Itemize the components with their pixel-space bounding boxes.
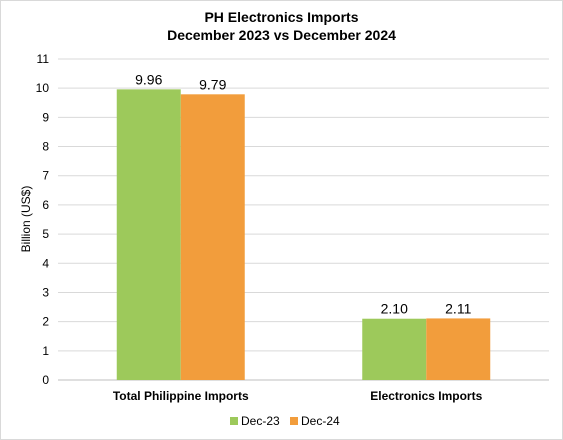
bars — [116, 89, 491, 380]
x-category-labels: Total Philippine Imports Electronics Impo… — [113, 389, 483, 403]
legend-swatch-dec-24 — [290, 417, 298, 425]
y-tick-label: 0 — [42, 373, 49, 387]
legend-label: Dec-23 — [241, 414, 280, 428]
bar-dec-23-1 — [362, 318, 427, 380]
y-tick-label: 3 — [42, 285, 49, 299]
x-category-label: Total Philippine Imports — [113, 389, 249, 403]
y-tick-label: 6 — [42, 198, 49, 212]
legend-swatch-dec-23 — [230, 417, 238, 425]
y-tick-label: 10 — [36, 81, 50, 95]
chart-title: PH Electronics Imports — [204, 9, 359, 25]
y-axis-label: Billion (US$) — [19, 186, 33, 253]
bar-value-label: 9.79 — [199, 76, 226, 92]
bar-value-label: 9.96 — [135, 71, 162, 87]
y-tick-label: 5 — [42, 227, 49, 241]
bar-dec-24-1 — [426, 318, 491, 380]
legend: Dec-23 Dec-24 — [230, 414, 340, 428]
bar-dec-24-0 — [180, 94, 245, 380]
chart-title-block: PH Electronics Imports December 2023 vs … — [0, 8, 563, 44]
y-tick-label: 9 — [42, 110, 49, 124]
bar-value-label: 2.10 — [381, 301, 408, 317]
y-tick-label: 8 — [42, 140, 49, 154]
chart-subtitle: December 2023 vs December 2024 — [167, 27, 396, 43]
legend-label: Dec-24 — [301, 414, 340, 428]
y-tick-label: 7 — [42, 169, 49, 183]
y-tick-labels: 0 1 2 3 4 5 6 7 8 9 10 11 — [36, 52, 50, 387]
y-tick-label: 1 — [42, 344, 49, 358]
y-tick-label: 11 — [37, 52, 50, 66]
bar-dec-23-0 — [116, 89, 181, 380]
y-tick-label: 2 — [42, 315, 49, 329]
bar-value-labels: 9.96 9.79 2.10 2.11 — [135, 71, 471, 316]
bar-value-label: 2.11 — [445, 300, 471, 316]
y-tick-label: 4 — [42, 256, 49, 270]
x-category-label: Electronics Imports — [370, 389, 482, 403]
